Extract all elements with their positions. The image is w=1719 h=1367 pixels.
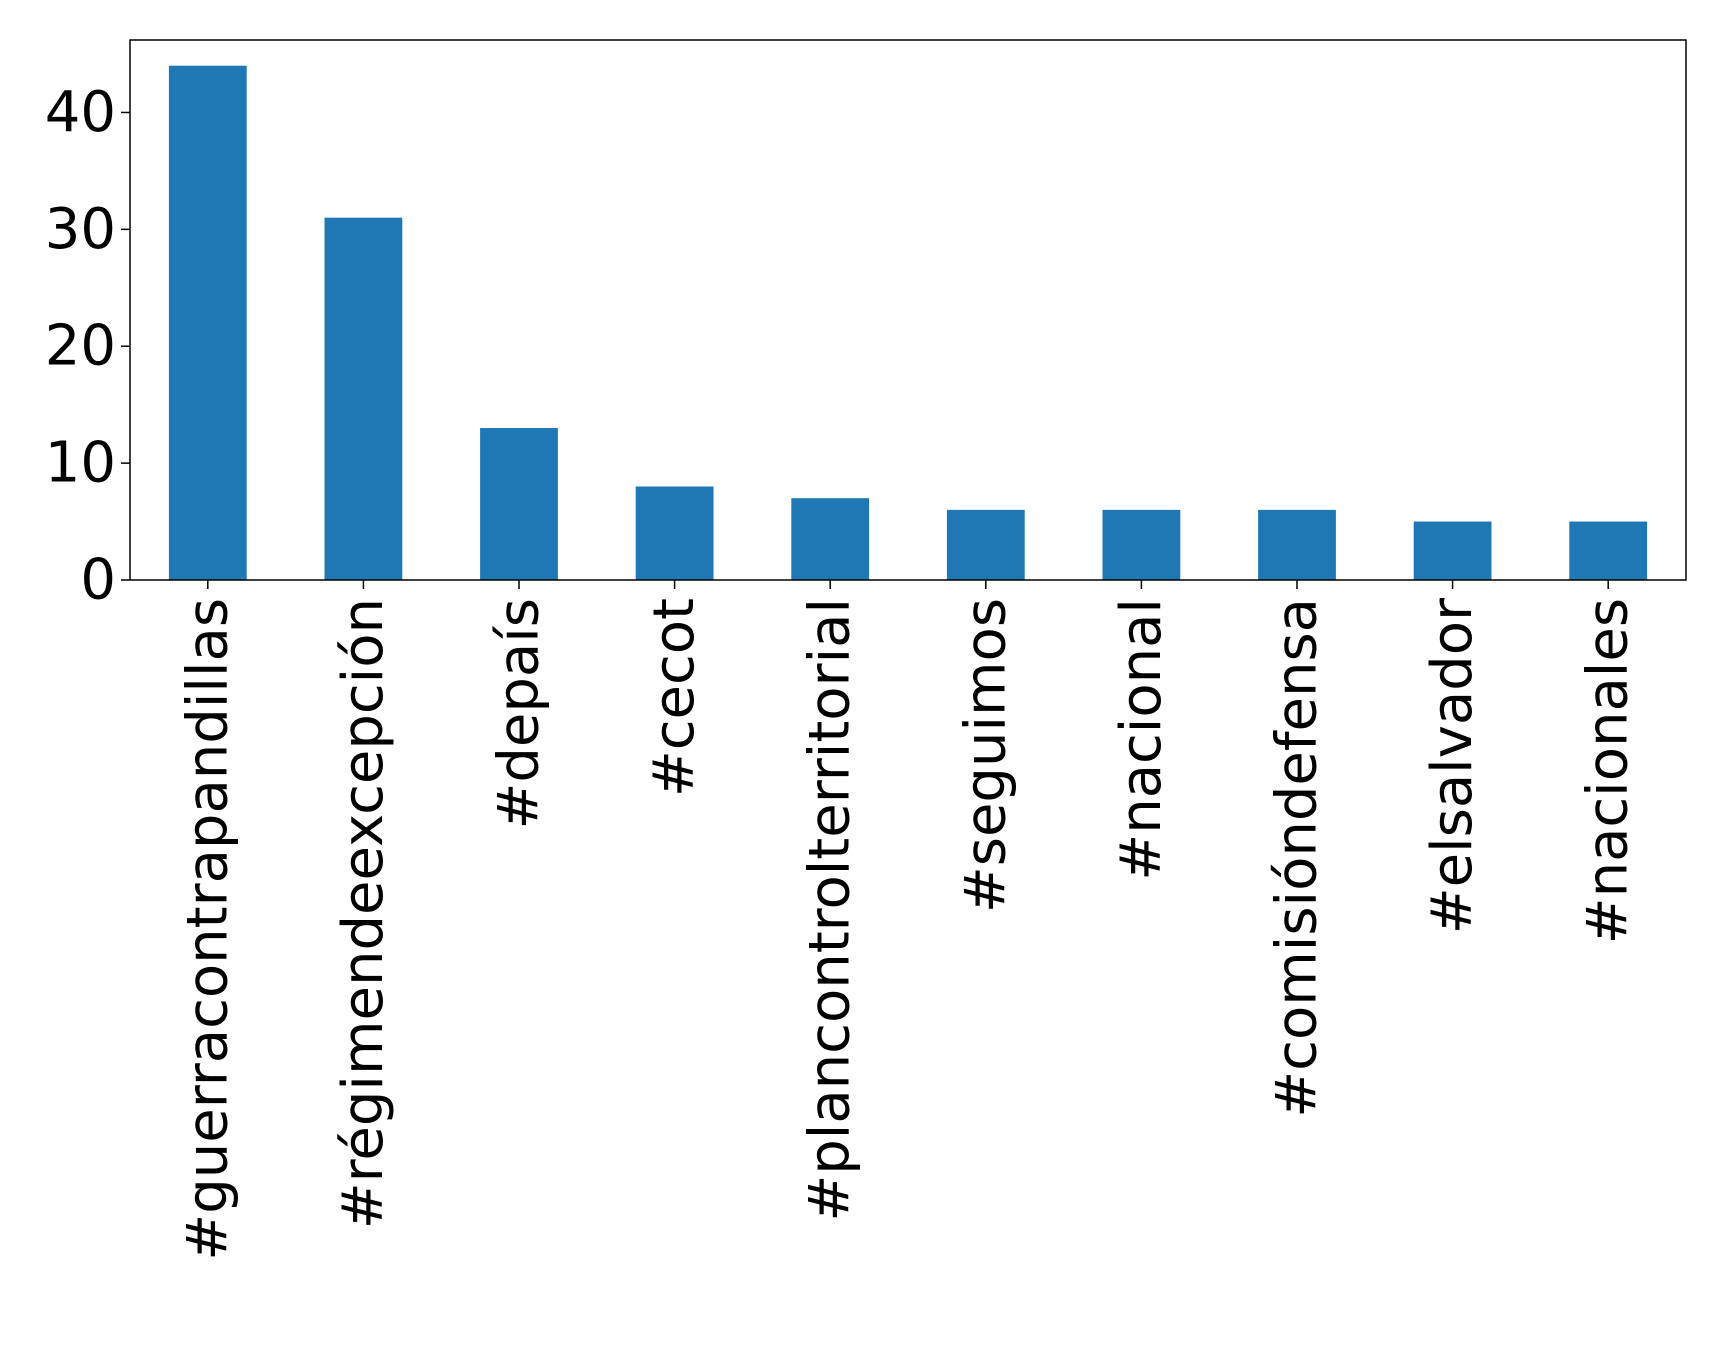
y-tick-label-10: 10 [45, 431, 116, 496]
bars-group [168, 65, 1648, 580]
bar-8 [1258, 509, 1336, 580]
x-tick-label-3: #depaís [487, 598, 552, 830]
bar-4 [635, 486, 714, 580]
x-tick-label-8: #comisióndefensa [1265, 598, 1330, 1118]
y-tick-label-20: 20 [45, 314, 116, 379]
y-tick-label-40: 40 [45, 80, 116, 145]
bar-5 [791, 498, 870, 580]
x-tick-label-2: #régimendeexcepción [331, 598, 396, 1229]
x-tick-label-9: #elsalvador [1420, 597, 1485, 934]
bar-6 [946, 509, 1025, 580]
x-axis-ticks: #guerracontrapandillas #régimendeexcepció… [175, 580, 1641, 1261]
y-axis-ticks: 0 10 20 30 40 [45, 80, 130, 613]
bar-2 [324, 217, 403, 580]
x-tick-label-5: #plancontrolterritorial [798, 598, 863, 1222]
x-tick-label-10: #nacionales [1576, 598, 1641, 944]
plot-frame [129, 39, 1687, 581]
y-tick-label-0: 0 [80, 548, 116, 613]
bar-9 [1413, 521, 1492, 580]
x-tick-label-7: #nacional [1109, 598, 1174, 881]
x-tick-label-1: #guerracontrapandillas [175, 598, 240, 1261]
bar-7 [1102, 509, 1181, 580]
x-tick-label-4: #cecot [642, 598, 707, 797]
bar-1 [168, 65, 247, 580]
y-tick-label-30: 30 [45, 197, 116, 262]
bar-3 [480, 428, 558, 580]
x-tick-label-6: #seguimos [953, 598, 1018, 913]
bar-10 [1569, 521, 1648, 580]
